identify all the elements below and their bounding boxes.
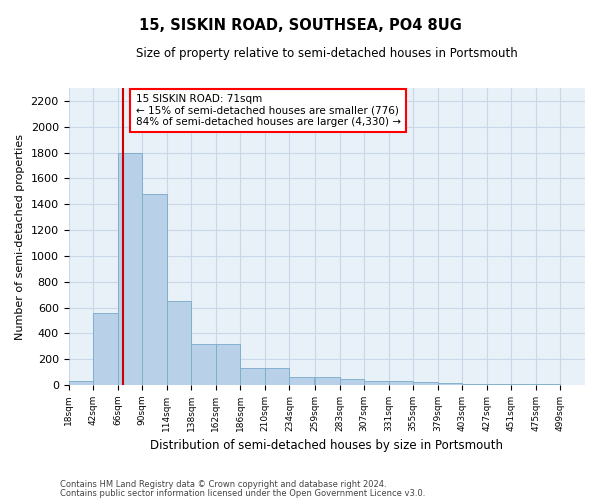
Bar (364, 380, 389, 385)
Text: Contains HM Land Registry data © Crown copyright and database right 2024.: Contains HM Land Registry data © Crown c… (60, 480, 386, 489)
Bar (68, 380, 93, 385)
Bar (487, 384, 511, 385)
Bar (340, 380, 364, 385)
Text: 15, SISKIN ROAD, SOUTHSEA, PO4 8UG: 15, SISKIN ROAD, SOUTHSEA, PO4 8UG (139, 18, 461, 32)
Bar (315, 378, 340, 385)
Bar (118, 152, 142, 385)
Bar (167, 301, 191, 385)
Bar (389, 381, 413, 385)
Bar (511, 384, 536, 385)
Bar (241, 368, 265, 385)
Bar (93, 313, 118, 385)
Title: Size of property relative to semi-detached houses in Portsmouth: Size of property relative to semi-detach… (136, 48, 518, 60)
Bar (438, 383, 462, 385)
Text: 15 SISKIN ROAD: 71sqm
← 15% of semi-detached houses are smaller (776)
84% of sem: 15 SISKIN ROAD: 71sqm ← 15% of semi-deta… (136, 94, 401, 127)
Bar (191, 344, 216, 385)
Y-axis label: Number of semi-detached properties: Number of semi-detached properties (15, 134, 25, 340)
Bar (142, 194, 167, 385)
Bar (413, 382, 438, 385)
Bar (216, 344, 241, 385)
Text: Contains public sector information licensed under the Open Government Licence v3: Contains public sector information licen… (60, 488, 425, 498)
Bar (462, 384, 487, 385)
Bar (536, 384, 560, 385)
Bar (289, 376, 314, 385)
Bar (265, 368, 289, 385)
X-axis label: Distribution of semi-detached houses by size in Portsmouth: Distribution of semi-detached houses by … (150, 440, 503, 452)
